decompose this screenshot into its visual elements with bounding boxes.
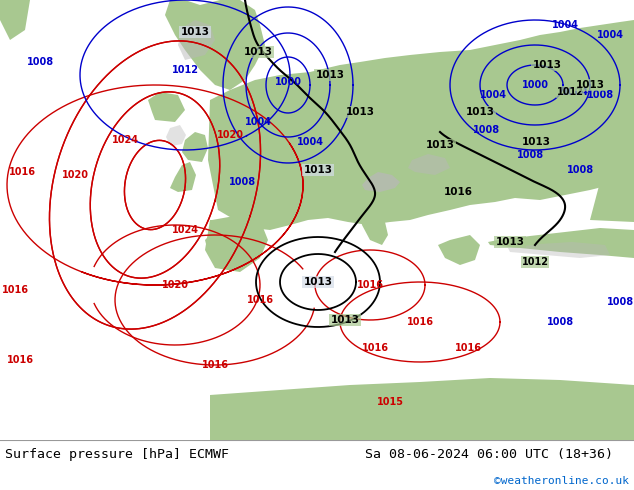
Text: 1013: 1013	[243, 47, 273, 57]
Text: 1020: 1020	[162, 280, 188, 290]
Text: 1013: 1013	[330, 315, 359, 325]
Text: 1016: 1016	[6, 355, 34, 365]
Polygon shape	[590, 180, 634, 222]
Polygon shape	[408, 154, 450, 175]
Polygon shape	[438, 235, 480, 265]
Text: 1012: 1012	[557, 87, 583, 97]
Text: 1013: 1013	[346, 107, 375, 117]
Text: 1015: 1015	[377, 397, 403, 407]
Text: 1008: 1008	[566, 165, 593, 175]
Polygon shape	[205, 215, 268, 272]
Text: 1004: 1004	[597, 30, 623, 40]
Text: 1000: 1000	[522, 80, 548, 90]
Text: 1013: 1013	[316, 70, 344, 80]
Text: 1020: 1020	[216, 130, 243, 140]
Text: 1016: 1016	[356, 280, 384, 290]
Text: 1008: 1008	[607, 297, 633, 307]
Text: 1013: 1013	[304, 277, 332, 287]
Text: 1004: 1004	[479, 90, 507, 100]
Polygon shape	[205, 225, 238, 258]
Text: 1016: 1016	[455, 343, 481, 353]
Polygon shape	[182, 132, 208, 162]
Text: 1008: 1008	[586, 90, 614, 100]
Polygon shape	[362, 172, 400, 192]
Text: 1008: 1008	[517, 150, 543, 160]
Polygon shape	[508, 242, 610, 258]
Polygon shape	[166, 125, 186, 146]
Text: 1016: 1016	[247, 295, 273, 305]
Text: 1013: 1013	[496, 237, 524, 247]
Polygon shape	[208, 20, 634, 230]
Text: 1013: 1013	[465, 107, 495, 117]
Text: 1004: 1004	[562, 87, 588, 97]
Text: 1000: 1000	[275, 77, 302, 87]
Text: 1013: 1013	[425, 140, 455, 150]
Text: 1004: 1004	[297, 137, 323, 147]
Text: 1024: 1024	[172, 225, 198, 235]
Polygon shape	[0, 0, 30, 40]
Polygon shape	[360, 205, 388, 245]
Text: 1013: 1013	[522, 137, 550, 147]
Text: 1012: 1012	[522, 257, 548, 267]
Text: 1016: 1016	[202, 360, 228, 370]
Polygon shape	[178, 20, 215, 60]
Polygon shape	[210, 378, 634, 440]
Text: 1024: 1024	[112, 135, 138, 145]
Text: 1013: 1013	[181, 27, 209, 37]
Polygon shape	[148, 92, 185, 122]
Polygon shape	[600, 138, 634, 185]
Polygon shape	[488, 228, 634, 258]
Text: 1008: 1008	[547, 317, 574, 327]
Text: 1004: 1004	[552, 20, 578, 30]
Text: 1013: 1013	[576, 80, 604, 90]
Polygon shape	[170, 162, 196, 192]
Text: 1016: 1016	[361, 343, 389, 353]
Text: 1008: 1008	[228, 177, 256, 187]
Text: 1004: 1004	[245, 117, 271, 127]
Text: 1008: 1008	[474, 125, 501, 135]
Text: Surface pressure [hPa] ECMWF: Surface pressure [hPa] ECMWF	[5, 447, 229, 461]
Text: 1013: 1013	[533, 60, 562, 70]
Polygon shape	[165, 0, 265, 90]
Text: 1020: 1020	[61, 170, 89, 180]
Text: 1016: 1016	[8, 167, 36, 177]
Text: 1013: 1013	[304, 165, 332, 175]
Text: 1016: 1016	[444, 187, 472, 197]
Text: 1016: 1016	[406, 317, 434, 327]
Text: 1008: 1008	[27, 57, 53, 67]
Text: ©weatheronline.co.uk: ©weatheronline.co.uk	[494, 476, 629, 486]
Text: 1012: 1012	[172, 65, 198, 75]
Text: 1016: 1016	[1, 285, 29, 295]
Text: Sa 08-06-2024 06:00 UTC (18+36): Sa 08-06-2024 06:00 UTC (18+36)	[365, 447, 612, 461]
